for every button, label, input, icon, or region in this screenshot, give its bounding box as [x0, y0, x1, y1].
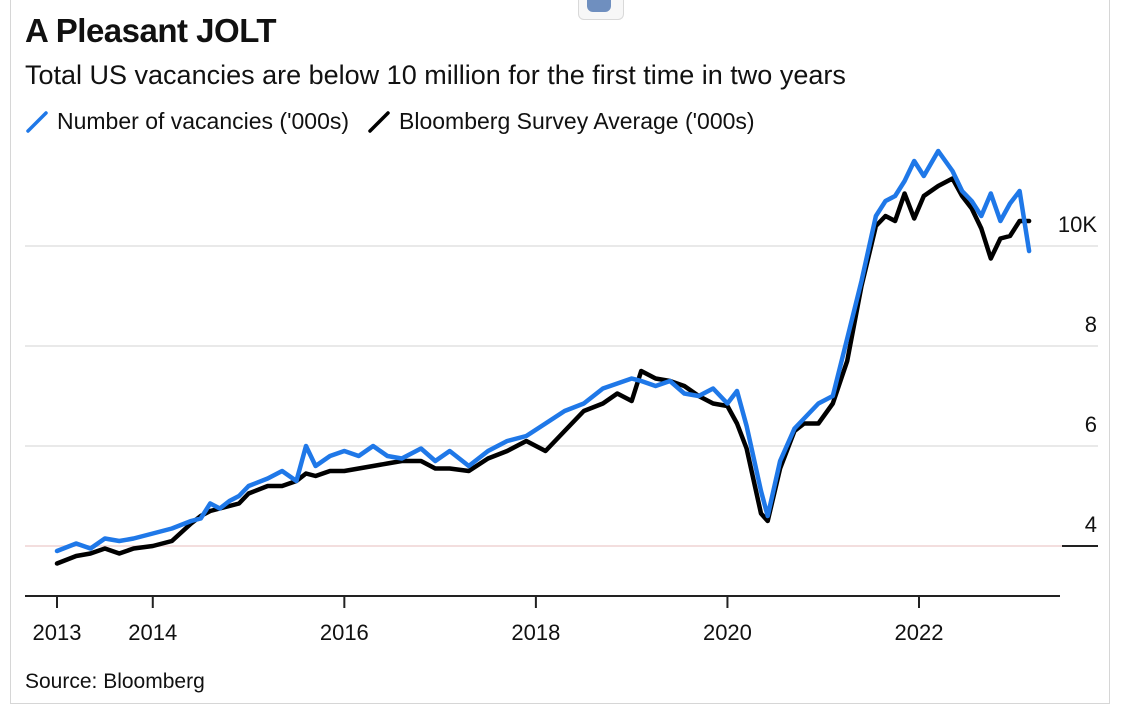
- x-tick-label: 2016: [320, 620, 369, 645]
- toolbar-icon: [587, 0, 611, 12]
- legend-swatch-survey: [368, 110, 390, 133]
- y-axis: 4 6 8 10K: [1058, 212, 1098, 547]
- x-tick-label: 2018: [511, 620, 560, 645]
- y-tick-label: 10K: [1058, 212, 1097, 237]
- legend-item-vacancies: Number of vacancies ('000s): [25, 108, 349, 135]
- y-tick-label: 6: [1085, 412, 1097, 437]
- toolbar-widget[interactable]: [578, 0, 624, 20]
- y-tick-label: 4: [1085, 512, 1097, 537]
- x-tick-label: 2022: [895, 620, 944, 645]
- legend-label-vacancies: Number of vacancies ('000s): [57, 108, 350, 134]
- y-tick-label: 8: [1085, 312, 1097, 337]
- legend-swatch-vacancies: [26, 110, 48, 133]
- x-tick-label: 2013: [33, 620, 82, 645]
- x-axis: 2013 2014 2016 2018 2020 2022: [25, 595, 1060, 645]
- series-lines: [54, 148, 1032, 566]
- x-tick-label: 2014: [128, 620, 177, 645]
- legend: Number of vacancies ('000s) Bloomberg Su…: [25, 108, 773, 135]
- gridlines: [25, 245, 1098, 547]
- legend-item-survey: Bloomberg Survey Average ('000s): [367, 108, 755, 135]
- chart-title: A Pleasant JOLT: [25, 12, 277, 49]
- series-line-vacancies: [54, 148, 1032, 554]
- x-tick-label: 2020: [703, 620, 752, 645]
- series-line-survey: [54, 176, 1032, 566]
- chart-card: [10, 0, 1110, 704]
- chart-source: Source: Bloomberg: [25, 670, 205, 693]
- chart-subtitle: Total US vacancies are below 10 million …: [25, 60, 846, 90]
- legend-label-survey: Bloomberg Survey Average ('000s): [399, 108, 755, 134]
